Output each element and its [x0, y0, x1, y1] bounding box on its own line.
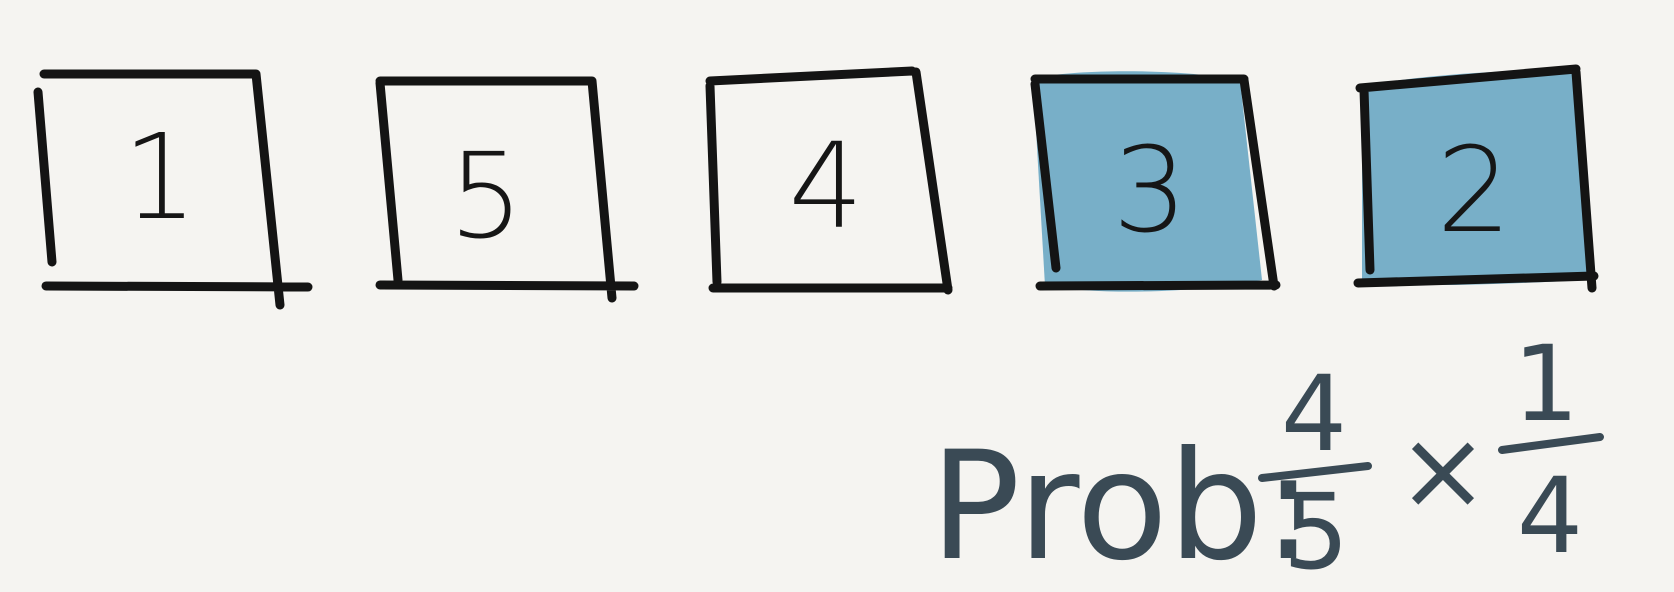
box-4: 3 [1030, 71, 1281, 292]
box-5-outline [1353, 64, 1599, 293]
times-sign: × [1397, 406, 1489, 534]
fraction-2-bar [1498, 433, 1604, 454]
box-2: 5 [375, 76, 639, 303]
box-1-label: 1 [122, 108, 197, 246]
box-2-outline [375, 76, 639, 303]
box-2-label: 5 [448, 127, 523, 265]
box-4-outline [1030, 74, 1281, 291]
fraction-1-bar [1258, 462, 1372, 482]
box-5-fill [1362, 70, 1590, 286]
box-3-label: 4 [788, 117, 863, 255]
box-1: 1 [33, 69, 313, 310]
fraction-1-denominator: 5 [1283, 471, 1349, 592]
box-4-fill [1033, 71, 1262, 292]
fraction-2-denominator: 4 [1517, 455, 1583, 577]
probability-expression: Prob: 4 5 × 1 4 [930, 323, 1604, 592]
prob-label: Prob: [930, 420, 1314, 592]
fraction-1-numerator: 4 [1281, 353, 1347, 475]
box-3: 4 [705, 66, 953, 295]
box-1-outline [33, 69, 313, 310]
box-4-label: 3 [1112, 121, 1187, 259]
box-5-label: 2 [1436, 121, 1511, 259]
box-5: 2 [1353, 64, 1599, 293]
fraction-2-numerator: 1 [1513, 323, 1579, 445]
box-3-outline [705, 66, 953, 295]
